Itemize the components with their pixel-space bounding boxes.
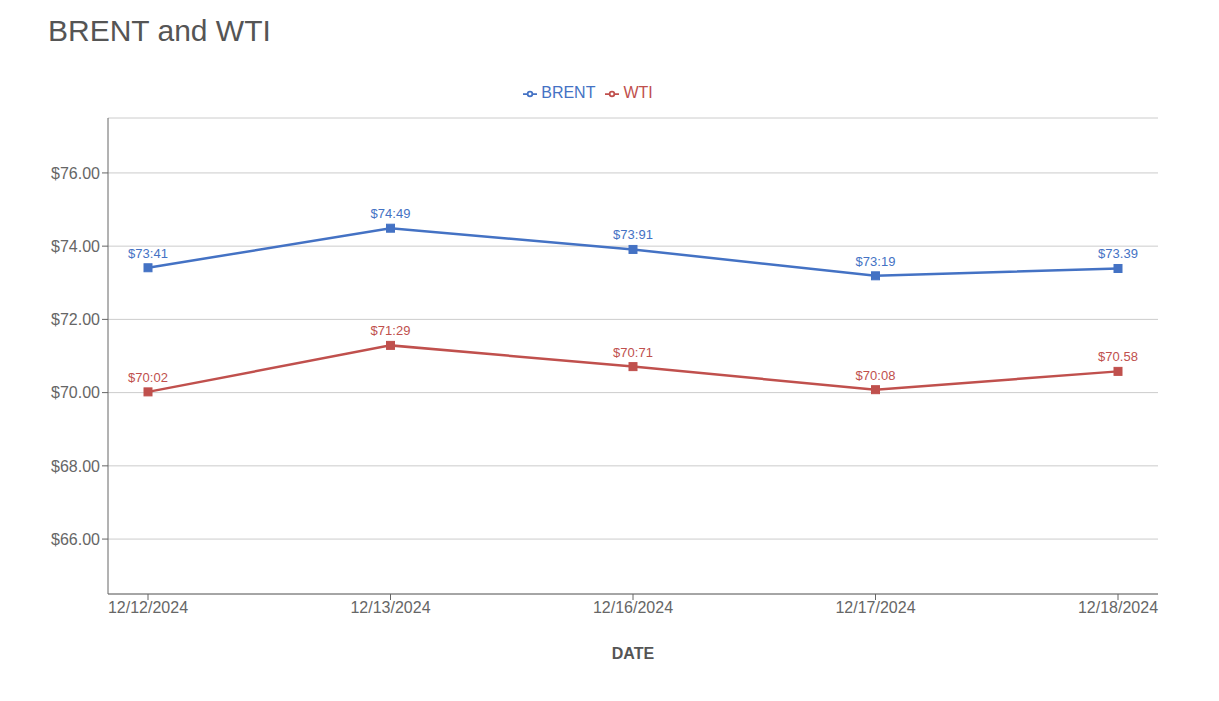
svg-text:$73.39: $73.39 [1098, 246, 1138, 261]
svg-text:DATE: DATE [612, 645, 655, 662]
svg-text:$76.00: $76.00 [51, 165, 100, 182]
svg-text:$73:19: $73:19 [856, 254, 896, 269]
svg-text:$70:02: $70:02 [128, 370, 168, 385]
svg-text:$70:08: $70:08 [856, 368, 896, 383]
svg-text:$66.00: $66.00 [51, 531, 100, 548]
html-text:BRENT: BRENT [541, 84, 596, 101]
svg-text:12/13/2024: 12/13/2024 [350, 599, 430, 616]
svg-text:$70.00: $70.00 [51, 384, 100, 401]
svg-text:$70.58: $70.58 [1098, 349, 1138, 364]
svg-text:$68.00: $68.00 [51, 458, 100, 475]
svg-text:$70:71: $70:71 [613, 345, 653, 360]
svg-text:$72.00: $72.00 [51, 311, 100, 328]
html-text:WTI: WTI [623, 84, 653, 101]
svg-text:$73:41: $73:41 [128, 246, 168, 261]
svg-text:12/17/2024: 12/17/2024 [835, 599, 915, 616]
svg-text:$74.00: $74.00 [51, 238, 100, 255]
svg-text:12/18/2024: 12/18/2024 [1078, 599, 1158, 616]
svg-text:12/16/2024: 12/16/2024 [593, 599, 673, 616]
svg-text:$73:91: $73:91 [613, 227, 653, 242]
svg-text:$74:49: $74:49 [371, 206, 411, 221]
svg-text:12/12/2024: 12/12/2024 [108, 599, 188, 616]
svg-text:$71:29: $71:29 [371, 323, 411, 338]
html-text:BRENT and WTI: BRENT and WTI [48, 14, 271, 47]
